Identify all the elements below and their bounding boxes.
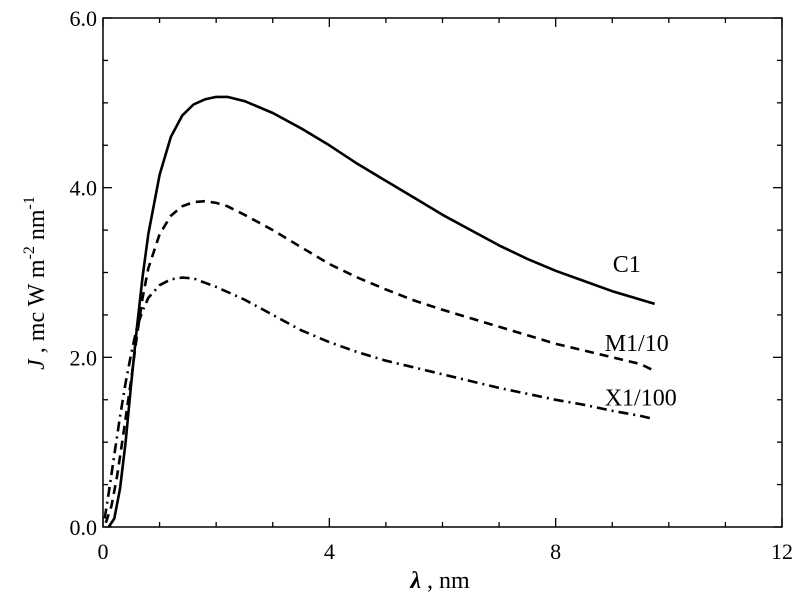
y-axis-exp1: -2: [21, 246, 38, 259]
y-tick-label: 0.0: [70, 515, 98, 540]
x-axis-separator: ,: [421, 568, 439, 594]
y-axis-separator: ,: [24, 341, 50, 359]
x-axis-symbol: λ: [409, 568, 421, 594]
y-tick-label: 6.0: [70, 6, 98, 31]
axes-layer: 0 4 8 12 0.0 2.0 4.0 6.0: [70, 6, 794, 564]
plot-area: [102, 17, 783, 528]
x-tick-label: 0: [98, 539, 109, 564]
series-line-c1: [107, 95, 656, 528]
x-tick-label: 12: [771, 539, 793, 564]
series-label: X1/100: [605, 385, 677, 411]
y-axis-exp2: -1: [21, 196, 38, 209]
series-label: C1: [613, 252, 641, 278]
y-axis-symbol: J: [24, 358, 50, 370]
series-layer: C1 M1/10 X1/100: [103, 95, 677, 528]
y-tick-label: 2.0: [70, 345, 98, 370]
x-axis-unit: nm: [439, 568, 470, 594]
x-tick-label: 8: [550, 539, 561, 564]
series-label: M1/10: [605, 331, 669, 357]
y-axis-label: J , mc W m-2 nm-1: [21, 196, 50, 370]
y-tick-label: 4.0: [70, 176, 98, 201]
x-axis-label: λ , nm: [409, 568, 470, 594]
series-line-m110: [104, 199, 656, 524]
y-axis-mid: nm: [24, 209, 50, 246]
x-tick-label: 4: [324, 539, 335, 564]
y-axis-units: mc W m: [24, 259, 50, 341]
plot-frame: [102, 17, 783, 528]
series-line-x1100: [103, 276, 656, 519]
